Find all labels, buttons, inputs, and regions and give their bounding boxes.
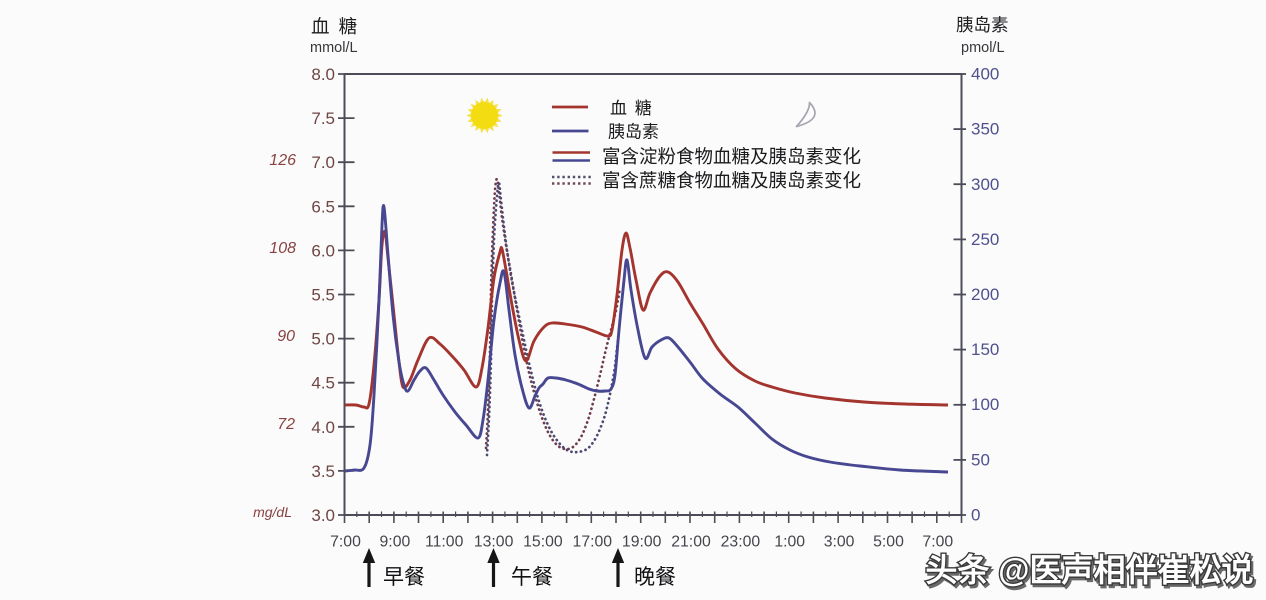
svg-text:8.0: 8.0 [311,65,335,84]
svg-text:5:00: 5:00 [873,534,904,551]
svg-text:3.5: 3.5 [311,462,335,481]
svg-text:pmol/L: pmol/L [961,40,1005,56]
svg-text:6.5: 6.5 [311,197,335,216]
svg-text:17:00: 17:00 [573,534,613,551]
svg-text:胰岛素: 胰岛素 [608,123,659,142]
svg-text:72: 72 [277,416,295,433]
svg-text:126: 126 [269,152,296,169]
svg-text:400: 400 [971,65,999,84]
svg-text:50: 50 [971,450,990,469]
svg-text:7.0: 7.0 [311,153,335,172]
svg-text:早餐: 早餐 [383,566,425,589]
svg-text:108: 108 [269,240,296,257]
svg-text:mmol/L: mmol/L [310,40,358,56]
svg-text:23:00: 23:00 [721,534,761,551]
svg-text:1:00: 1:00 [774,534,805,551]
svg-text:21:00: 21:00 [671,534,711,551]
svg-text:3:00: 3:00 [824,534,855,551]
svg-text:350: 350 [971,120,999,139]
svg-text:头条 @医声相伴崔松说: 头条 @医声相伴崔松说 [925,552,1253,588]
svg-text:5.5: 5.5 [311,286,335,305]
svg-text:午餐: 午餐 [511,566,553,589]
svg-text:富含蔗糖食物血糖及胰岛素变化: 富含蔗糖食物血糖及胰岛素变化 [602,170,861,191]
svg-text:9:00: 9:00 [380,534,411,551]
svg-text:200: 200 [971,285,999,304]
svg-text:5.0: 5.0 [311,330,335,349]
svg-text:100: 100 [971,395,999,414]
svg-text:富含淀粉食物血糖及胰岛素变化: 富含淀粉食物血糖及胰岛素变化 [602,146,861,167]
svg-text:11:00: 11:00 [425,534,464,551]
svg-text:90: 90 [277,328,295,345]
svg-text:13:00: 13:00 [474,534,514,551]
svg-text:300: 300 [971,175,999,194]
svg-text:晚餐: 晚餐 [634,566,676,589]
svg-text:6.0: 6.0 [311,241,335,260]
svg-text:15:00: 15:00 [523,534,563,551]
svg-text:3.0: 3.0 [311,506,335,525]
svg-text:19:00: 19:00 [622,534,662,551]
svg-text:7:00: 7:00 [330,534,361,551]
svg-text:血 糖: 血 糖 [610,99,653,118]
svg-text:胰岛素: 胰岛素 [956,15,1009,35]
svg-text:血 糖: 血 糖 [311,16,359,37]
svg-text:mg/dL: mg/dL [253,504,292,520]
svg-text:7.5: 7.5 [311,109,335,128]
svg-text:7:00: 7:00 [922,534,953,551]
svg-text:4.5: 4.5 [311,374,335,393]
svg-text:4.0: 4.0 [311,418,335,437]
svg-text:头条 @医声相伴崔松说: 头条 @医声相伴崔松说 [927,555,1255,591]
svg-text:0: 0 [971,506,980,525]
svg-text:150: 150 [971,340,999,359]
svg-text:250: 250 [971,230,999,249]
